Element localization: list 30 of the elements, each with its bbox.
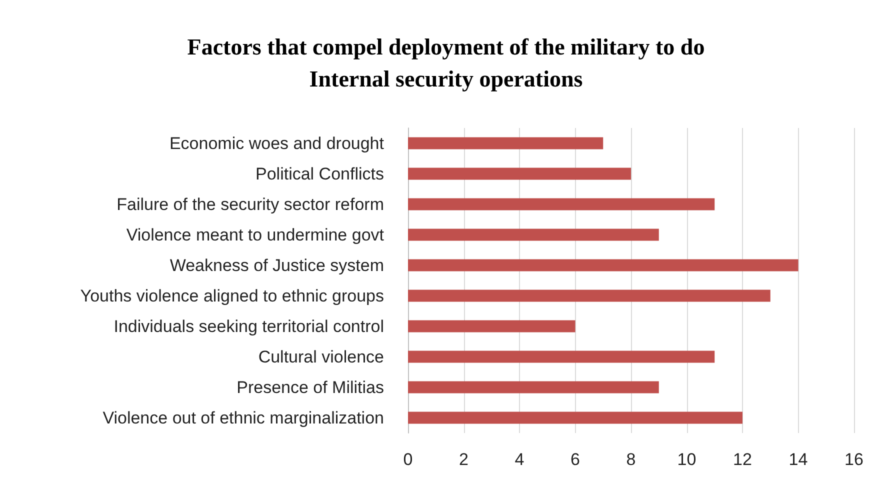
y-tick-label: Failure of the security sector reform	[116, 194, 384, 214]
bar	[408, 381, 659, 394]
y-tick-label: Individuals seeking territorial control	[114, 316, 384, 336]
y-tick-label: Political Conflicts	[256, 164, 384, 184]
y-tick-label: Violence out of ethnic marginalization	[102, 408, 384, 428]
x-tick-label: 6	[570, 450, 580, 469]
bar	[408, 320, 576, 332]
x-tick-label: 8	[626, 450, 636, 469]
y-tick-label: Weakness of Justice system	[170, 256, 384, 275]
bar	[408, 259, 798, 272]
x-tick-label: 12	[733, 450, 752, 469]
bar	[408, 198, 715, 210]
bar	[408, 350, 715, 363]
x-tick-label: 10	[677, 450, 696, 469]
bar	[408, 412, 742, 424]
chart-title: Factors that compel deployment of the military to do Internal security operations	[187, 34, 705, 92]
x-tick-label: 4	[514, 450, 524, 469]
x-tick-label: 0	[403, 450, 413, 469]
y-tick-label: Violence meant to undermine govt	[126, 225, 384, 244]
bar	[408, 137, 604, 150]
x-tick-label: 2	[459, 450, 468, 469]
y-tick-label: Economic woes and drought	[169, 134, 384, 153]
x-tick-label: 16	[844, 450, 864, 469]
y-tick-label: Presence of Militias	[236, 378, 384, 397]
bar	[408, 168, 631, 180]
bar	[408, 228, 659, 241]
y-tick-label: Youths violence aligned to ethnic groups	[80, 286, 384, 306]
bar	[408, 290, 770, 302]
y-tick-label: Cultural violence	[258, 347, 384, 366]
x-tick-label: 14	[788, 450, 808, 469]
